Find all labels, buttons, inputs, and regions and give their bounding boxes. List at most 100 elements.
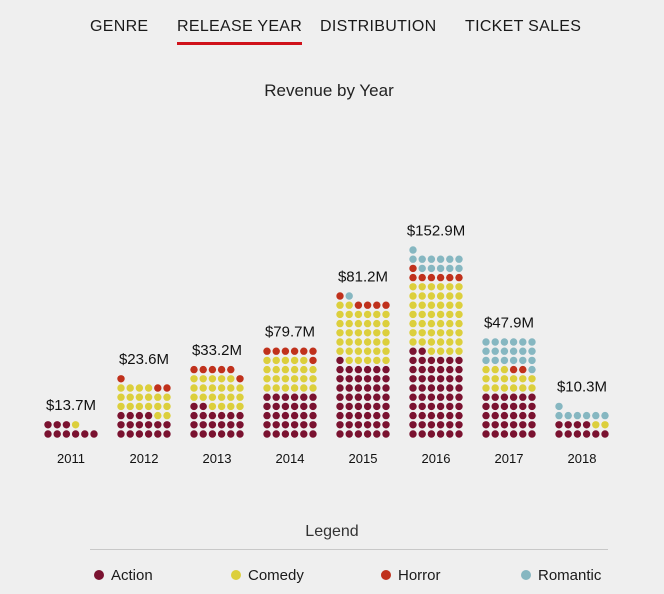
dot-comedy-2012[interactable] [154, 402, 162, 411]
dot-action-2013[interactable] [199, 402, 207, 411]
dot-comedy-2014[interactable] [263, 384, 271, 392]
dot-action-2012[interactable] [163, 421, 171, 429]
dot-action-2015[interactable] [382, 375, 390, 383]
dot-romantic-2018[interactable] [555, 411, 563, 420]
dot-action-2013[interactable] [208, 430, 217, 438]
dot-action-2016[interactable] [446, 411, 454, 420]
dot-action-2015[interactable] [345, 365, 353, 374]
dot-comedy-2015[interactable] [382, 310, 390, 319]
dot-action-2015[interactable] [382, 411, 390, 420]
dot-horror-2015[interactable] [382, 301, 390, 309]
dot-comedy-2017[interactable] [528, 375, 536, 383]
dot-action-2013[interactable] [217, 421, 226, 429]
dot-action-2015[interactable] [354, 393, 363, 401]
dot-comedy-2012[interactable] [126, 402, 134, 411]
dot-romantic-2016[interactable] [418, 255, 426, 263]
dot-romantic-2017[interactable] [482, 356, 490, 365]
dot-comedy-2012[interactable] [135, 402, 144, 411]
dot-comedy-2014[interactable] [309, 365, 317, 374]
dot-comedy-2014[interactable] [300, 365, 308, 374]
dot-comedy-2016[interactable] [427, 347, 436, 355]
dot-action-2016[interactable] [446, 393, 454, 401]
dot-action-2014[interactable] [309, 421, 317, 429]
dot-romantic-2017[interactable] [528, 365, 536, 374]
dot-comedy-2017[interactable] [482, 365, 490, 374]
dot-horror-2015[interactable] [354, 301, 363, 309]
dot-action-2015[interactable] [363, 375, 372, 383]
dot-action-2017[interactable] [528, 421, 536, 429]
dot-action-2015[interactable] [373, 402, 381, 411]
dot-action-2016[interactable] [455, 393, 463, 401]
dot-action-2017[interactable] [509, 393, 518, 401]
dot-comedy-2013[interactable] [190, 375, 198, 383]
dot-action-2016[interactable] [418, 347, 426, 355]
dot-action-2016[interactable] [436, 356, 445, 365]
dot-action-2012[interactable] [154, 430, 162, 438]
dot-action-2013[interactable] [199, 411, 207, 420]
dot-action-2015[interactable] [336, 421, 344, 429]
dot-comedy-2018[interactable] [592, 421, 600, 429]
dot-comedy-2014[interactable] [272, 365, 280, 374]
dot-action-2013[interactable] [227, 430, 235, 438]
dot-action-2016[interactable] [427, 411, 436, 420]
dot-comedy-2017[interactable] [491, 384, 499, 392]
dot-romantic-2017[interactable] [500, 338, 509, 346]
dot-action-2016[interactable] [436, 393, 445, 401]
dot-comedy-2016[interactable] [409, 301, 417, 309]
dot-comedy-2016[interactable] [446, 338, 454, 346]
dot-action-2016[interactable] [446, 356, 454, 365]
dot-comedy-2015[interactable] [382, 338, 390, 346]
dot-romantic-2016[interactable] [427, 255, 436, 263]
dot-comedy-2014[interactable] [263, 375, 271, 383]
dot-action-2015[interactable] [336, 430, 344, 438]
dot-comedy-2016[interactable] [427, 319, 436, 328]
dot-action-2015[interactable] [373, 384, 381, 392]
dot-action-2015[interactable] [354, 430, 363, 438]
dot-comedy-2017[interactable] [482, 384, 490, 392]
dot-action-2016[interactable] [427, 375, 436, 383]
dot-comedy-2012[interactable] [117, 402, 125, 411]
dot-action-2017[interactable] [482, 402, 490, 411]
dot-comedy-2015[interactable] [382, 329, 390, 337]
dot-comedy-2016[interactable] [436, 347, 445, 355]
dot-comedy-2015[interactable] [363, 310, 372, 319]
dot-action-2016[interactable] [409, 402, 417, 411]
dot-comedy-2015[interactable] [373, 329, 381, 337]
dot-comedy-2012[interactable] [126, 384, 134, 392]
tab-genre[interactable]: GENRE [90, 18, 149, 35]
dot-action-2011[interactable] [44, 421, 52, 429]
dot-horror-2016[interactable] [436, 273, 445, 282]
dot-comedy-2016[interactable] [427, 292, 436, 300]
dot-comedy-2013[interactable] [199, 384, 207, 392]
dot-comedy-2016[interactable] [436, 338, 445, 346]
dot-comedy-2016[interactable] [418, 283, 426, 291]
dot-action-2015[interactable] [373, 393, 381, 401]
dot-comedy-2016[interactable] [409, 319, 417, 328]
dot-romantic-2016[interactable] [436, 255, 445, 263]
dot-romantic-2017[interactable] [528, 347, 536, 355]
dot-comedy-2017[interactable] [491, 365, 499, 374]
dot-comedy-2014[interactable] [290, 384, 299, 392]
dot-action-2012[interactable] [126, 411, 134, 420]
dot-action-2014[interactable] [281, 430, 290, 438]
dot-comedy-2016[interactable] [427, 329, 436, 337]
dot-comedy-2015[interactable] [382, 347, 390, 355]
dot-horror-2012[interactable] [154, 384, 162, 392]
dot-action-2016[interactable] [436, 421, 445, 429]
dot-action-2017[interactable] [491, 402, 499, 411]
dot-comedy-2014[interactable] [309, 375, 317, 383]
dot-action-2013[interactable] [236, 430, 244, 438]
dot-action-2017[interactable] [528, 393, 536, 401]
dot-action-2012[interactable] [126, 421, 134, 429]
dot-comedy-2015[interactable] [345, 319, 353, 328]
dot-horror-2016[interactable] [455, 273, 463, 282]
dot-romantic-2016[interactable] [418, 264, 426, 273]
dot-comedy-2015[interactable] [345, 310, 353, 319]
dot-action-2016[interactable] [418, 365, 426, 374]
dot-comedy-2017[interactable] [500, 375, 509, 383]
dot-action-2015[interactable] [336, 402, 344, 411]
dot-action-2017[interactable] [500, 421, 509, 429]
dot-action-2017[interactable] [528, 430, 536, 438]
dot-comedy-2013[interactable] [208, 393, 217, 401]
dot-action-2015[interactable] [363, 384, 372, 392]
